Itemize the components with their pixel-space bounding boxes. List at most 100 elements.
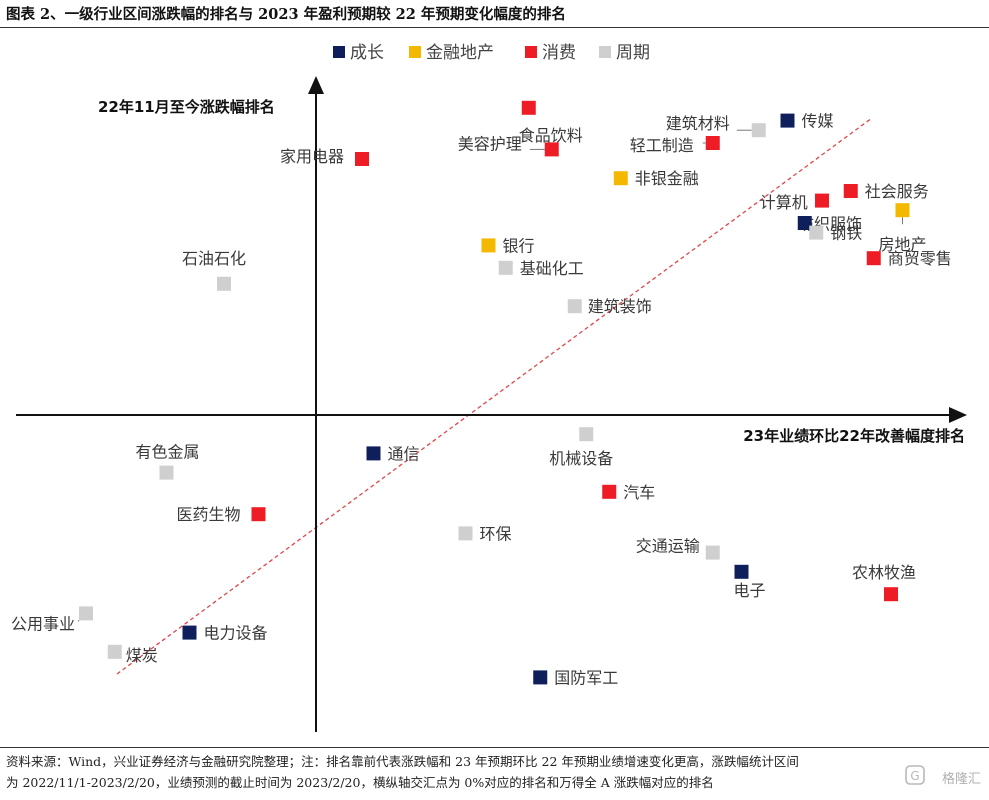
data-point: 家用电器 xyxy=(280,147,369,166)
point-marker xyxy=(613,171,628,186)
point-label: 医药生物 xyxy=(176,505,240,524)
data-point: 轻工制造 xyxy=(630,136,720,155)
data-point: 建筑材料 xyxy=(666,114,766,138)
point-marker xyxy=(182,625,197,640)
point-label: 煤炭 xyxy=(126,646,158,665)
data-point: 通信 xyxy=(366,444,420,463)
point-marker xyxy=(884,587,898,602)
data-point: 钢铁 xyxy=(809,224,862,243)
data-point: 机械设备 xyxy=(549,427,613,468)
point-label: 机械设备 xyxy=(549,449,613,468)
legend-swatch xyxy=(333,46,345,58)
point-marker xyxy=(780,113,795,128)
data-point: 汽车 xyxy=(602,483,655,502)
point-marker xyxy=(866,251,881,266)
legend-label: 周期 xyxy=(616,43,650,63)
scatter-chart: 成长 金融地产 消费 周期 22年11月至今涨跌幅排名 23年业绩环比22年改善幅度排… xyxy=(11,43,967,732)
footer-line-1: 资料来源：Wind，兴业证券经济与金融研究院整理；注：排名靠前代表涨跌幅和 23… xyxy=(6,754,799,769)
point-label: 电子 xyxy=(733,581,765,600)
data-point: 农林牧渔 xyxy=(852,563,916,602)
data-point: 石油石化 xyxy=(182,249,246,291)
footer-note: 资料来源：Wind，兴业证券经济与金融研究院整理；注：排名靠前代表涨跌幅和 23… xyxy=(6,751,956,793)
watermark-logo: G xyxy=(905,765,925,785)
point-marker xyxy=(815,193,829,208)
point-label: 国防军工 xyxy=(554,668,618,687)
diagonal-reference-line xyxy=(116,117,873,675)
point-label: 基础化工 xyxy=(520,259,584,278)
point-marker xyxy=(79,606,93,621)
point-marker xyxy=(809,225,824,240)
point-label: 家用电器 xyxy=(280,147,344,166)
point-label: 钢铁 xyxy=(830,224,862,243)
point-marker xyxy=(843,184,858,198)
point-label: 环保 xyxy=(480,524,512,543)
data-point: 美容护理 xyxy=(458,134,559,157)
point-marker xyxy=(498,260,513,275)
point-marker xyxy=(797,216,812,230)
point-marker xyxy=(751,123,766,138)
data-point: 基础化工 xyxy=(498,259,584,278)
point-label: 银行 xyxy=(503,236,535,255)
point-label: 计算机 xyxy=(760,193,808,212)
data-point: 电子 xyxy=(733,564,766,600)
point-marker xyxy=(705,545,720,560)
point-label: 建筑材料 xyxy=(666,114,730,133)
point-label: 美容护理 xyxy=(458,134,522,153)
point-marker xyxy=(734,564,749,579)
point-marker xyxy=(602,484,617,499)
data-point: 环保 xyxy=(458,524,512,543)
data-point: 电力设备 xyxy=(182,624,268,643)
point-marker xyxy=(217,276,231,291)
data-point: 计算机 xyxy=(760,193,812,230)
point-marker xyxy=(366,446,381,461)
point-label: 有色金属 xyxy=(135,443,199,462)
point-label: 轻工制造 xyxy=(630,136,694,155)
point-marker xyxy=(107,644,122,659)
point-marker xyxy=(579,427,594,442)
watermark-text: 格隆汇 xyxy=(941,772,981,787)
point-label: 非银金融 xyxy=(635,169,699,188)
data-point: 商贸零售 xyxy=(866,249,952,268)
point-marker xyxy=(705,136,720,150)
point-label: 农林牧渔 xyxy=(852,563,916,582)
data-point: 国防军工 xyxy=(533,668,618,687)
point-label: 公用事业 xyxy=(11,614,75,633)
point-label: 交通运输 xyxy=(636,537,700,556)
legend-swatch xyxy=(409,46,421,58)
top-rule xyxy=(0,27,989,28)
point-marker xyxy=(251,507,266,522)
data-point: 有色金属 xyxy=(135,443,200,480)
point-marker xyxy=(458,526,473,541)
data-point: 交通运输 xyxy=(636,537,720,560)
legend-label: 金融地产 xyxy=(426,43,494,63)
legend: 成长 金融地产 消费 周期 xyxy=(333,43,650,63)
point-marker xyxy=(521,100,536,115)
x-axis-label: 23年业绩环比22年改善幅度排名 xyxy=(743,427,965,445)
point-marker xyxy=(159,465,174,480)
data-point: 建筑装饰 xyxy=(567,297,652,316)
point-label: 石油石化 xyxy=(182,249,246,268)
point-marker xyxy=(533,670,548,685)
legend-label: 成长 xyxy=(350,43,384,63)
point-label: 房地产 xyxy=(878,235,926,254)
point-label: 电力设备 xyxy=(204,624,268,643)
leader-line xyxy=(77,620,80,622)
point-label: 食品饮料 xyxy=(519,126,583,145)
data-point: 传媒 xyxy=(780,112,834,131)
data-point: 公用事业 xyxy=(11,606,93,633)
point-label: 汽车 xyxy=(623,483,655,502)
data-point: 银行 xyxy=(481,236,535,255)
y-axis-label: 22年11月至今涨跌幅排名 xyxy=(98,98,275,116)
point-label: 传媒 xyxy=(802,112,834,131)
point-marker xyxy=(895,203,910,218)
legend-label: 消费 xyxy=(542,43,576,63)
point-label: 通信 xyxy=(388,444,420,463)
legend-swatch xyxy=(525,46,537,58)
figure-title: 图表 2、一级行业区间涨跌幅的排名与 2023 年盈利预期较 22 年预期变化幅… xyxy=(6,6,566,23)
point-marker xyxy=(544,142,559,157)
point-marker xyxy=(355,152,369,166)
point-label: 社会服务 xyxy=(865,182,929,201)
svg-text:G: G xyxy=(910,769,919,783)
data-point: 食品饮料 xyxy=(519,100,583,145)
point-marker xyxy=(567,299,582,314)
